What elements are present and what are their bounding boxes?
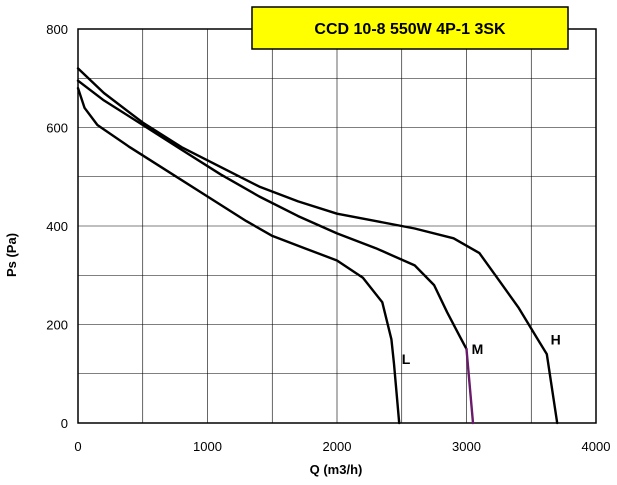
curve-labels: L M H [402, 331, 561, 367]
x-tick-label: 3000 [452, 439, 481, 454]
y-tick-label: 800 [46, 22, 68, 37]
y-tick-label: 0 [61, 416, 68, 431]
chart-title: CCD 10-8 550W 4P-1 3SK [314, 21, 506, 38]
grid [78, 29, 596, 423]
curve-label-h: H [551, 331, 561, 347]
curve-label-l: L [402, 351, 411, 367]
tick-labels: 0 1000 2000 3000 4000 0 200 400 600 800 [46, 22, 610, 454]
y-tick-label: 200 [46, 318, 68, 333]
chart-title-box: CCD 10-8 550W 4P-1 3SK [251, 6, 569, 50]
x-axis-title: Q (m3/h) [310, 462, 363, 477]
x-tick-label: 0 [74, 439, 81, 454]
x-tick-label: 1000 [193, 439, 222, 454]
x-tick-label: 2000 [323, 439, 352, 454]
y-axis-title: Ps (Pa) [4, 233, 19, 277]
series [76, 67, 559, 425]
series-line-m-cutoff [465, 347, 475, 425]
series-line-h [76, 67, 559, 425]
y-tick-label: 400 [46, 219, 68, 234]
curve-label-m: M [472, 341, 484, 357]
series-line-m [76, 79, 468, 351]
series-line-l [76, 86, 401, 425]
x-tick-label: 4000 [582, 439, 611, 454]
y-tick-label: 600 [46, 121, 68, 136]
